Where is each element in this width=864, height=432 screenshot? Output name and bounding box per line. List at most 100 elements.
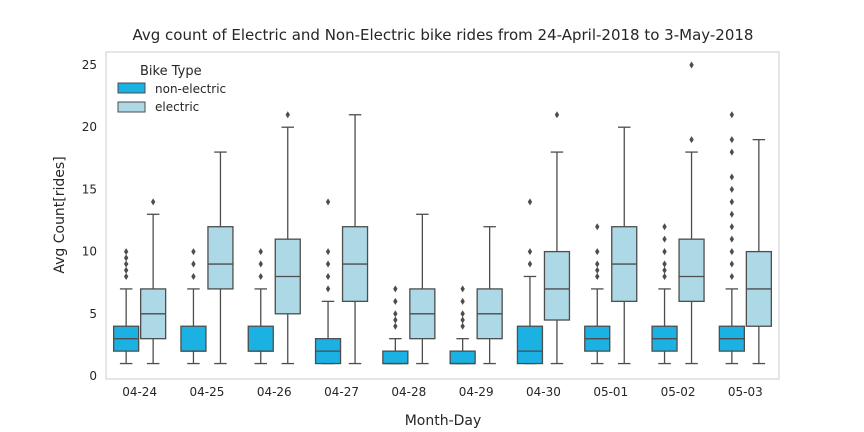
legend-swatch-electric <box>117 101 146 113</box>
legend-title: Bike Type <box>140 64 202 79</box>
box-electric-04-25 <box>207 151 234 365</box>
outlier-point <box>554 111 560 119</box>
legend-swatch-non-electric <box>117 82 146 94</box>
outlier-point <box>325 198 331 206</box>
x-tick-label: 04-29 <box>459 385 494 399</box>
outlier-point <box>729 260 735 268</box>
boxes-layer <box>113 61 772 365</box>
outlier-point <box>325 272 331 280</box>
outlier-point <box>729 198 735 206</box>
outlier-point <box>123 254 129 262</box>
outlier-point <box>662 248 667 256</box>
outlier-point <box>595 223 600 231</box>
x-axis-label: Month-Day <box>405 413 482 429</box>
y-tick-label: 5 <box>89 307 97 321</box>
outlier-point <box>393 322 398 330</box>
outlier-point <box>729 136 735 144</box>
outlier-point <box>595 266 600 274</box>
y-tick-label: 25 <box>82 58 97 72</box>
legend-label-non-electric: non-electric <box>155 82 226 96</box>
outlier-point <box>123 248 129 256</box>
outlier-point <box>729 185 735 193</box>
x-tick-label: 05-03 <box>728 385 763 399</box>
outlier-point <box>662 235 667 243</box>
x-tick-label: 04-30 <box>526 385 561 399</box>
outlier-point <box>729 223 735 231</box>
x-tick-label: 04-27 <box>324 385 359 399</box>
x-axis: 04-24 04-25 04-26 04-27 04-28 04-29 04-30 05-01… <box>122 385 763 399</box>
outlier-point <box>662 266 667 274</box>
outlier-point <box>729 248 735 256</box>
box-iqr <box>247 325 274 352</box>
box-non-electric-05-03 <box>718 111 745 365</box>
box-electric-04-30 <box>543 111 571 365</box>
box-non-electric-05-02 <box>651 223 678 365</box>
outlier-point <box>191 260 196 268</box>
box-iqr <box>543 250 571 321</box>
outlier-point <box>729 173 735 181</box>
box-iqr <box>382 350 409 365</box>
outlier-point <box>393 310 398 318</box>
outlier-point <box>460 322 465 330</box>
outlier-point <box>191 248 196 256</box>
y-axis-label: Avg Count[rides] <box>52 156 68 273</box>
outlier-point <box>729 235 735 243</box>
outlier-point <box>662 260 667 268</box>
box-iqr <box>180 325 207 352</box>
outlier-point <box>150 198 156 206</box>
box-iqr <box>207 226 234 290</box>
outlier-point <box>393 316 398 324</box>
box-non-electric-05-01 <box>584 223 611 365</box>
outlier-point <box>191 272 196 280</box>
outlier-point <box>527 260 533 268</box>
x-tick-label: 05-02 <box>661 385 696 399</box>
outlier-point <box>123 260 129 268</box>
outlier-point <box>460 316 465 324</box>
legend-label-electric: electric <box>155 100 199 114</box>
y-tick-label: 20 <box>82 120 97 134</box>
outlier-point <box>662 272 667 280</box>
outlier-point <box>729 148 735 156</box>
outlier-point <box>595 260 600 268</box>
box-electric-05-02 <box>678 61 705 365</box>
box-non-electric-04-29 <box>449 285 476 365</box>
x-tick-label: 04-28 <box>391 385 426 399</box>
x-tick-label: 04-26 <box>257 385 292 399</box>
x-tick-label: 05-01 <box>593 385 628 399</box>
outlier-point <box>258 260 263 268</box>
outlier-point <box>460 285 465 293</box>
chart-title: Avg count of Electric and Non-Electric b… <box>133 26 754 44</box>
box-iqr <box>516 325 544 365</box>
outlier-point <box>325 260 331 268</box>
legend: Bike Type non-electric electric <box>117 64 226 114</box>
box-non-electric-04-28 <box>382 285 409 365</box>
outlier-point <box>595 272 600 280</box>
outlier-point <box>662 223 667 231</box>
outlier-point <box>393 297 398 305</box>
box-electric-04-26 <box>274 111 301 365</box>
y-tick-label: 10 <box>82 245 97 259</box>
y-tick-label: 0 <box>89 369 97 383</box>
box-non-electric-04-26 <box>247 248 274 365</box>
box-non-electric-04-30 <box>516 198 544 365</box>
outlier-point <box>527 198 533 206</box>
outlier-point <box>123 266 129 274</box>
box-non-electric-04-24 <box>113 248 140 365</box>
box-iqr <box>449 350 476 365</box>
outlier-point <box>460 297 465 305</box>
box-electric-04-24 <box>139 198 167 365</box>
x-tick-label: 04-25 <box>190 385 225 399</box>
outlier-point <box>527 248 533 256</box>
outlier-point <box>325 285 331 293</box>
outlier-point <box>285 111 290 119</box>
outlier-point <box>258 272 263 280</box>
box-electric-04-29 <box>476 226 503 365</box>
outlier-point <box>729 111 735 119</box>
box-non-electric-04-25 <box>180 248 207 365</box>
y-tick-label: 15 <box>82 182 97 196</box>
outlier-point <box>393 285 398 293</box>
outlier-point <box>689 136 694 144</box>
box-electric-05-01 <box>611 126 638 365</box>
outlier-point <box>460 310 465 318</box>
